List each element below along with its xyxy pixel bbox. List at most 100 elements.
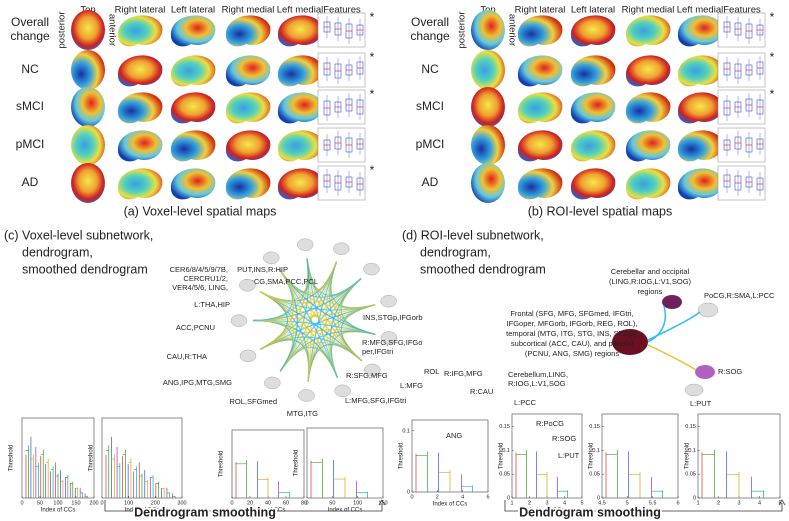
label: per,IFGtri xyxy=(362,347,394,356)
arrow-head xyxy=(378,499,386,506)
label: pMCI xyxy=(16,137,45,151)
label: 100 xyxy=(53,500,62,506)
label: Overall change xyxy=(10,15,50,43)
label: Threshold xyxy=(294,450,300,477)
node-brain xyxy=(298,389,315,402)
label: PUT,INS,R:HIP xyxy=(237,265,288,274)
brain-side xyxy=(677,130,723,162)
label: Left lateral xyxy=(571,5,615,16)
label: Cerebellum,LING, xyxy=(508,370,568,379)
label: 0.15 xyxy=(499,424,510,430)
brain-top xyxy=(71,163,105,203)
label: * xyxy=(370,10,375,24)
label: CERCRU1/2, xyxy=(183,274,228,283)
label: 0.15 xyxy=(589,424,600,430)
node-brain xyxy=(239,349,257,363)
boxplot-frame xyxy=(717,165,766,201)
label: 4 xyxy=(461,494,464,500)
label: R:PoCG xyxy=(536,419,564,428)
label: posterior xyxy=(57,12,68,49)
label: ACC,PCNU xyxy=(176,323,215,332)
label: L:PCC xyxy=(514,398,537,407)
node-brain xyxy=(263,251,280,265)
node-brain xyxy=(296,238,314,251)
label: 300 xyxy=(177,500,186,506)
label: 40 xyxy=(265,500,271,506)
label: ANG xyxy=(446,431,462,440)
label: CER6/8/4/5/9/7B, xyxy=(170,265,228,274)
label: Threshold xyxy=(589,443,595,470)
label: 0 xyxy=(410,494,413,500)
label: L:PUT xyxy=(558,451,580,460)
label: sMCI xyxy=(416,99,444,113)
node-brain xyxy=(380,331,398,344)
label: * xyxy=(370,50,375,64)
boxplot-frame xyxy=(717,52,766,88)
label: 2 xyxy=(528,500,531,506)
label: Threshold xyxy=(219,451,225,478)
label: Overall change xyxy=(410,15,450,43)
arrow-head xyxy=(778,499,786,506)
label: INS,STGp,IFGorb xyxy=(363,313,423,322)
label: Threshold xyxy=(9,445,15,472)
brain-side xyxy=(570,168,616,200)
label: * xyxy=(370,163,375,177)
node-brain xyxy=(334,384,351,398)
brain-side xyxy=(225,55,271,87)
label: regions xyxy=(638,287,663,296)
label: 4 xyxy=(758,500,761,506)
label: dendrogram, xyxy=(22,245,93,259)
brain-side xyxy=(117,130,163,162)
brain-top xyxy=(71,87,105,127)
label: sMCI xyxy=(16,99,44,113)
label: posterior xyxy=(457,12,468,49)
label: Features xyxy=(723,5,761,16)
label: PoCG,R:SMA,L:PCC xyxy=(704,291,775,300)
brain-side xyxy=(625,15,671,47)
brain-side xyxy=(117,168,163,200)
brain-top xyxy=(71,50,105,90)
label: 0 xyxy=(230,500,233,506)
label: Index of CCs xyxy=(530,508,565,514)
label: 0.05 xyxy=(685,472,696,478)
brain-side xyxy=(277,15,323,47)
brain-side xyxy=(517,55,563,87)
label: Right lateral xyxy=(515,5,566,16)
node-brain xyxy=(363,262,380,276)
label: dendrogram, xyxy=(420,245,491,259)
label: CAU,R:THA xyxy=(167,352,207,361)
label: anterior xyxy=(106,14,117,46)
label: Threshold xyxy=(399,443,405,470)
brain-side xyxy=(170,55,216,87)
brain-side xyxy=(625,130,671,162)
label: 0.1 xyxy=(592,448,600,454)
label: 0.1 xyxy=(402,428,410,434)
node-brain xyxy=(333,242,350,255)
brain-top xyxy=(471,87,505,127)
label: AD xyxy=(422,175,439,189)
label: R:SFG,MFG xyxy=(346,371,388,380)
brain-side xyxy=(677,15,723,47)
brain-side xyxy=(117,15,163,47)
brain-side xyxy=(225,130,271,162)
label: ROL xyxy=(424,367,439,376)
label: Left medial xyxy=(277,5,323,16)
brain-top xyxy=(471,10,505,50)
label: 3 xyxy=(545,500,548,506)
boxplot-frame xyxy=(317,52,366,88)
label: L:THA,HIP xyxy=(194,300,230,309)
label: 200 xyxy=(89,500,98,506)
label: (PCNU, ANG, SMG) regions xyxy=(525,349,619,358)
brain-top xyxy=(71,10,105,50)
label: Cerebellar and occipital xyxy=(611,267,690,276)
label: 150 xyxy=(378,500,387,506)
label: Index of CCs xyxy=(328,508,363,514)
brain-top xyxy=(471,125,505,165)
label: PoCG,SMA,PCC,PCL xyxy=(245,277,318,286)
brain-side xyxy=(277,55,323,87)
label: 200 xyxy=(151,500,160,506)
label: 5 xyxy=(626,500,629,506)
